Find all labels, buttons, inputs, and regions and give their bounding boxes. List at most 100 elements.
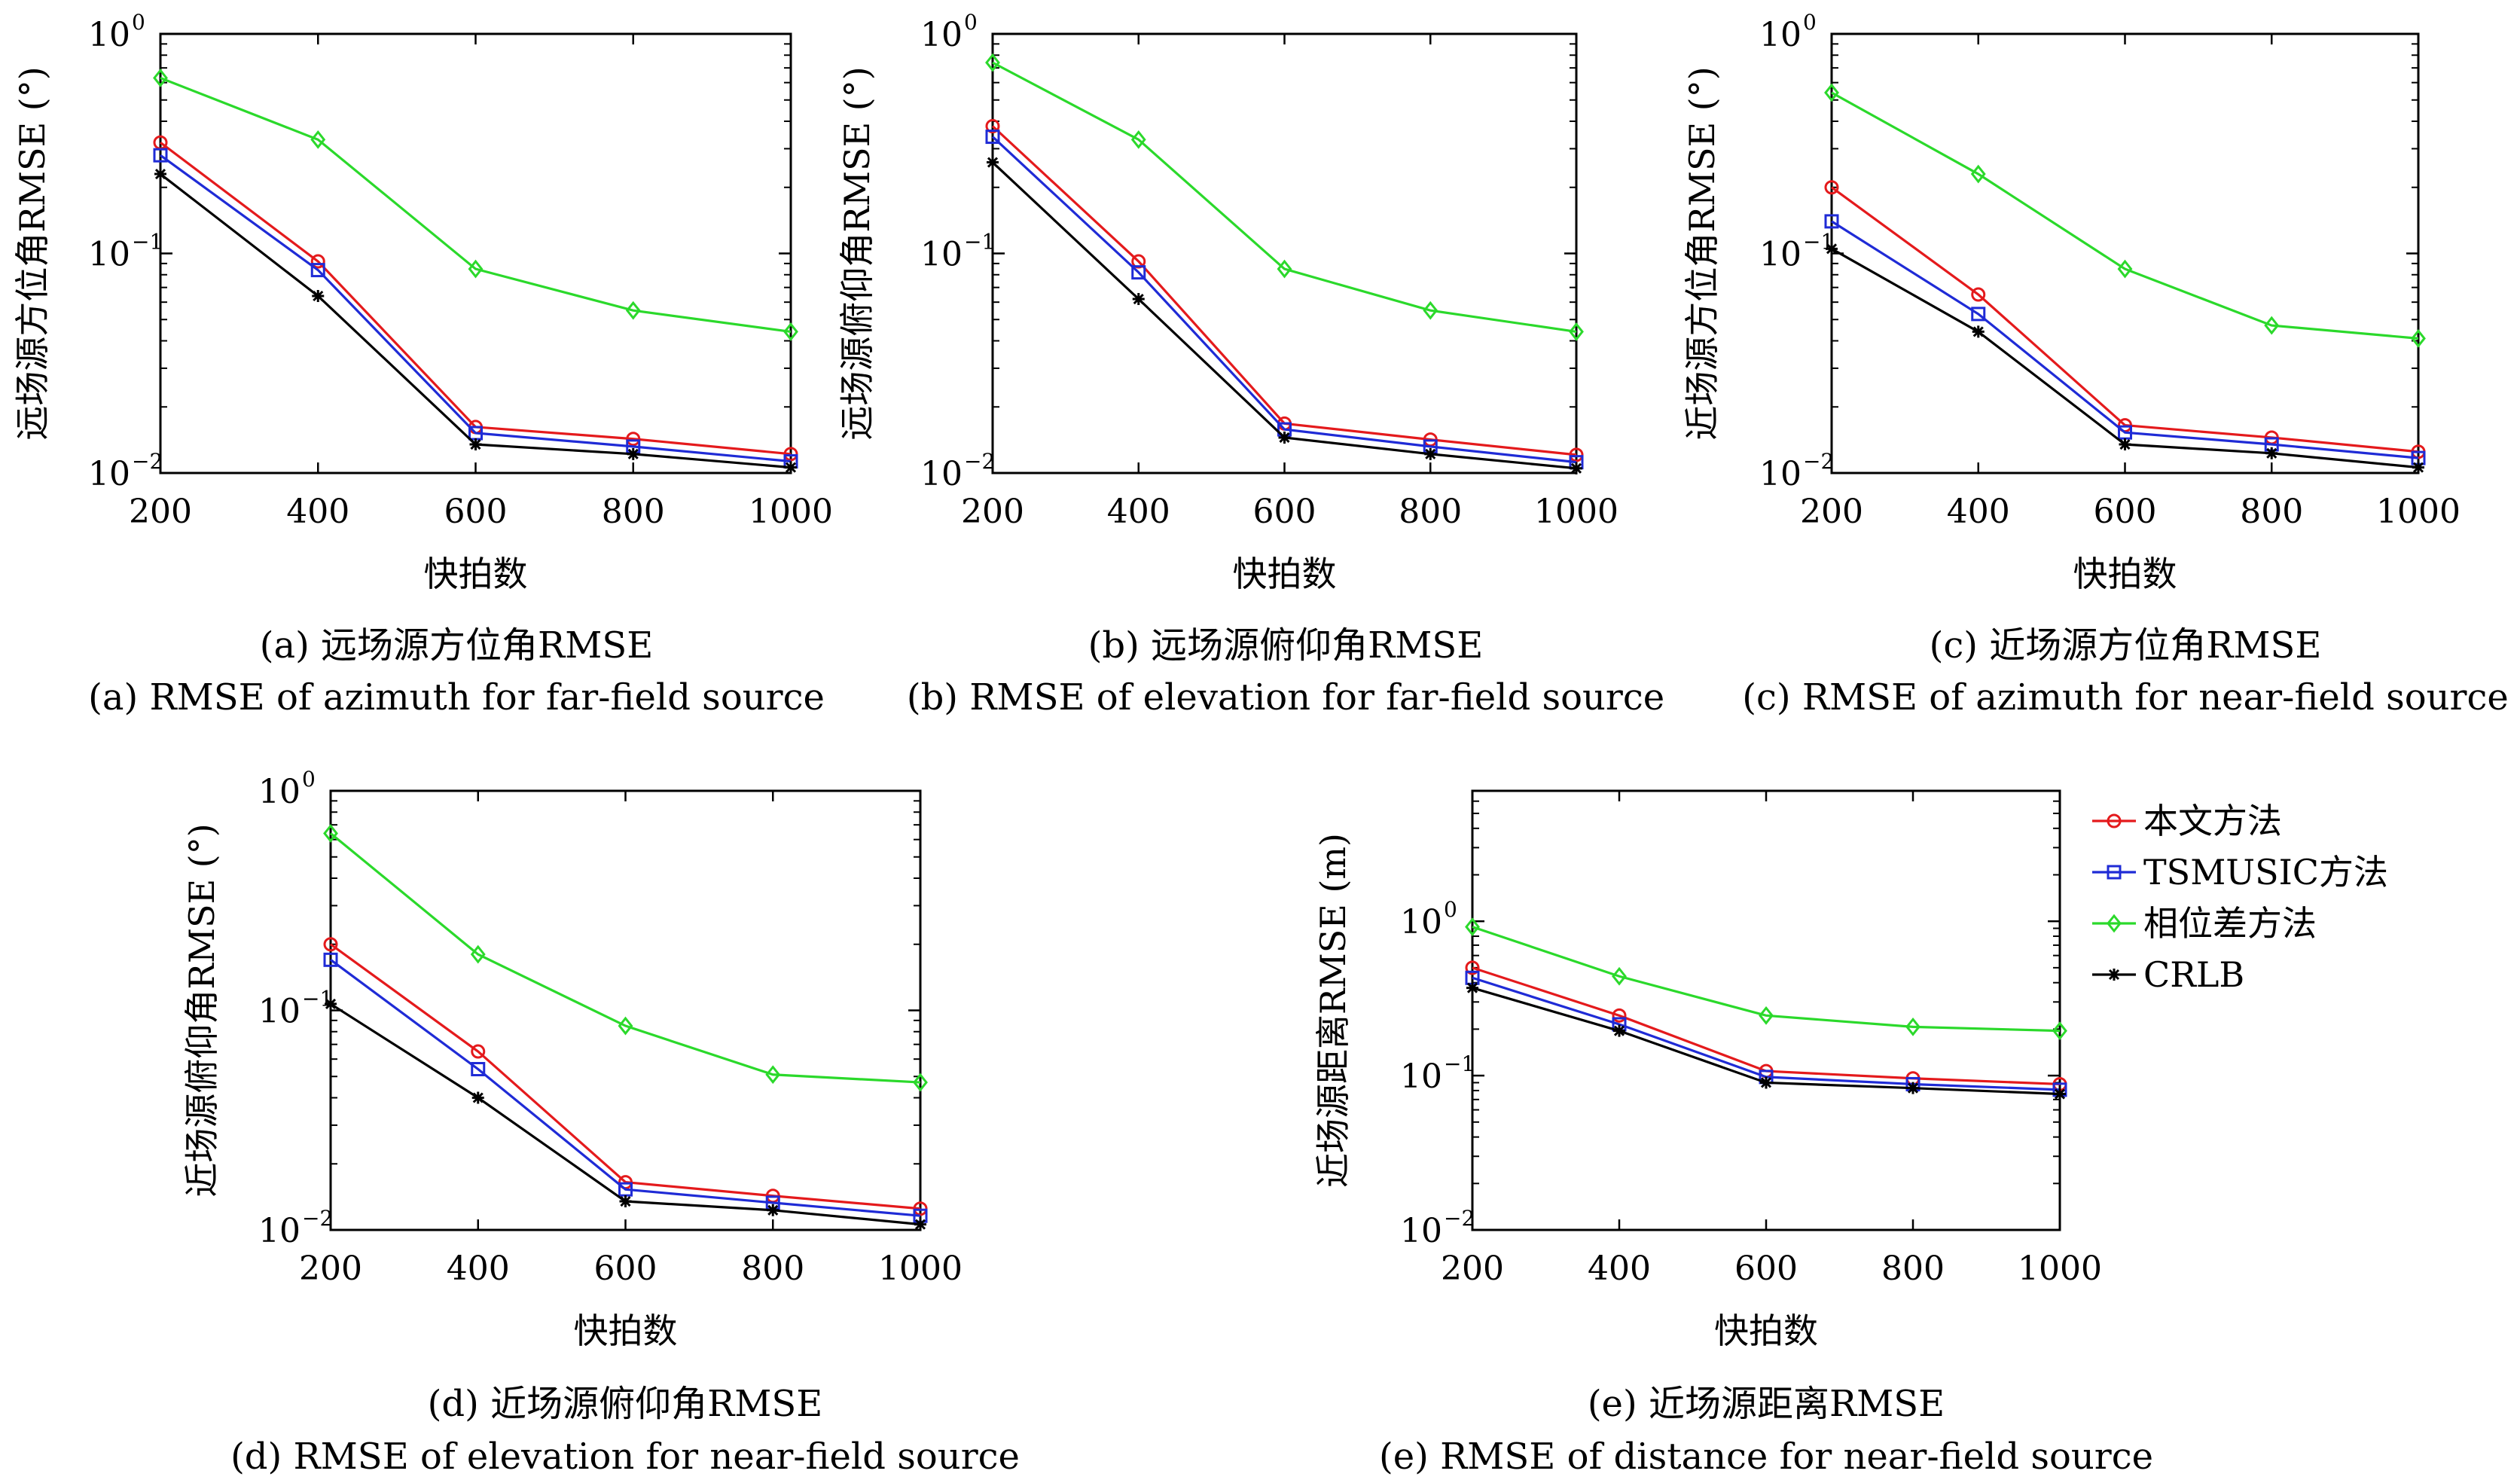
data-point	[1423, 301, 1438, 320]
x-tick-label: 800	[602, 493, 665, 531]
data-point	[471, 1091, 484, 1104]
data-point	[323, 952, 338, 967]
data-point	[2117, 259, 2133, 279]
caption-en: (d) RMSE of elevation for near-field sou…	[230, 1436, 1020, 1478]
x-tick-label: 1000	[1534, 493, 1618, 531]
data-point	[1760, 1076, 1772, 1089]
data-point	[468, 259, 484, 279]
data-point	[325, 997, 337, 1010]
data-point	[619, 1195, 632, 1208]
plot-frame	[159, 32, 792, 474]
data-point	[1569, 322, 1584, 341]
y-axis-label: 近场源俯仰角RMSE (°)	[182, 823, 222, 1197]
caption-en: (e) RMSE of distance for near-field sour…	[1379, 1436, 2153, 1478]
data-point	[1826, 243, 1838, 255]
x-tick-label: 400	[447, 1250, 510, 1288]
series-line	[991, 125, 1577, 456]
series-line	[1472, 966, 2061, 1086]
series-line	[1472, 926, 2061, 1033]
data-point	[471, 1062, 486, 1077]
series-star	[1466, 981, 2066, 1100]
y-tick-exponent: 0	[302, 767, 316, 792]
series-diamond	[1824, 83, 2426, 348]
data-point	[469, 438, 482, 451]
x-axis-label: 快拍数	[424, 554, 528, 594]
x-tick-label: 800	[1399, 493, 1462, 531]
plot-frame	[1471, 789, 2061, 1231]
y-tick-label: 10	[1759, 236, 1802, 274]
x-tick-label: 200	[961, 493, 1024, 531]
caption-cn: (e) 近场源距离RMSE	[1588, 1383, 1945, 1425]
data-point	[783, 447, 798, 462]
data-point	[1972, 325, 1985, 338]
x-tick-label: 400	[286, 493, 349, 531]
data-point	[765, 1065, 781, 1085]
legend-label: TSMUSIC方法	[2143, 852, 2388, 893]
series-diamond	[985, 53, 1584, 341]
data-point	[627, 447, 639, 460]
data-point	[1971, 307, 1986, 322]
legend-marker	[2107, 813, 2122, 828]
y-tick-label: 10	[1759, 455, 1802, 493]
data-point	[767, 1204, 779, 1216]
data-point	[1970, 164, 1986, 184]
series-line	[160, 172, 792, 469]
series-line	[329, 832, 921, 1084]
caption-cn: (a) 远场源方位角RMSE	[260, 624, 654, 667]
data-point	[153, 69, 168, 87]
data-point	[1971, 287, 1986, 302]
legend-marker	[2107, 914, 2122, 933]
series-line	[160, 154, 792, 463]
y-tick-label: 10	[1400, 1212, 1442, 1250]
x-tick-label: 600	[1253, 493, 1316, 531]
data-point	[310, 254, 325, 269]
y-tick-label: 10	[1400, 903, 1442, 941]
data-point	[2411, 328, 2426, 348]
data-point	[1465, 917, 1480, 936]
x-tick-label: 200	[1800, 493, 1863, 531]
series-diamond	[153, 69, 798, 341]
series-diamond	[323, 824, 928, 1092]
caption-en: (b) RMSE of elevation for far-field sour…	[907, 676, 1664, 719]
x-tick-label: 600	[444, 493, 508, 531]
data-point	[2052, 1021, 2067, 1041]
series-diamond	[1465, 917, 2067, 1041]
y-axis-label: 远场源方位角RMSE (°)	[12, 66, 53, 440]
data-point	[1905, 1017, 1921, 1036]
series-line	[1831, 220, 2419, 459]
data-point	[154, 168, 166, 181]
data-point	[985, 53, 1000, 72]
series-star	[1826, 243, 2424, 474]
legend-label: 相位差方法	[2143, 903, 2317, 944]
data-point	[2412, 461, 2424, 474]
data-point	[1131, 265, 1146, 280]
y-tick-label: 10	[258, 773, 301, 811]
y-tick-exponent: −1	[964, 230, 995, 255]
y-tick-exponent: −2	[1444, 1206, 1475, 1231]
series-line	[1472, 976, 2061, 1091]
x-tick-label: 600	[1734, 1250, 1798, 1288]
data-point	[312, 289, 325, 302]
data-point	[1907, 1082, 1919, 1094]
data-point	[985, 130, 1000, 145]
series-line	[160, 141, 792, 456]
data-point	[323, 937, 338, 952]
x-tick-label: 1000	[2376, 493, 2461, 531]
caption-en: (a) RMSE of azimuth for far-field source	[88, 676, 825, 719]
y-tick-label: 10	[920, 16, 963, 54]
plot-frame	[1830, 32, 2420, 474]
data-point	[323, 824, 338, 843]
y-tick-label: 10	[1400, 1057, 1442, 1096]
series-line	[991, 136, 1577, 464]
series-line	[160, 77, 792, 334]
data-point	[625, 301, 641, 320]
data-point	[1569, 447, 1584, 462]
x-axis-label: 快拍数	[1233, 554, 1337, 594]
data-point	[2264, 316, 2280, 335]
data-point	[1759, 1005, 1774, 1025]
series-line	[330, 959, 921, 1217]
y-tick-exponent: 0	[964, 10, 978, 35]
